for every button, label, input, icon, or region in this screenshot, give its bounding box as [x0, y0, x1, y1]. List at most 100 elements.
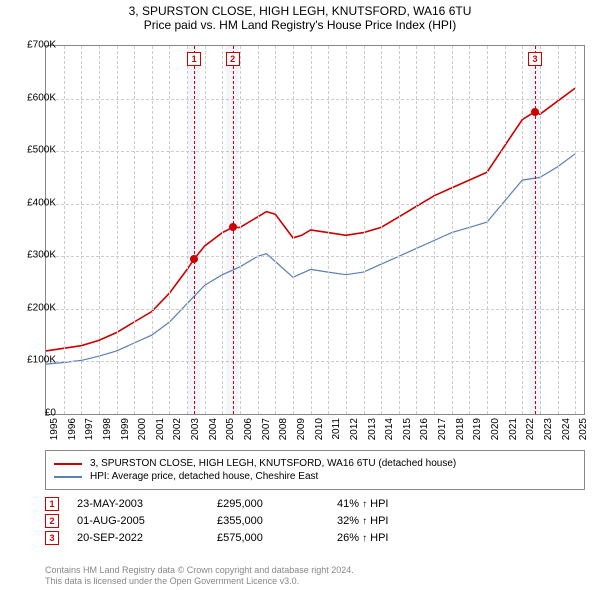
gridline-vertical [399, 46, 400, 414]
x-axis-tick-label: 2013 [367, 418, 378, 440]
y-axis-tick-label: £200K [27, 302, 56, 313]
gridline-vertical [134, 46, 135, 414]
legend-label-hpi: HPI: Average price, detached house, Ches… [90, 471, 318, 482]
y-axis-tick-label: £0 [45, 408, 56, 419]
legend-swatch-hpi [54, 476, 82, 478]
x-axis-tick-label: 2007 [261, 418, 272, 440]
gridline-vertical [346, 46, 347, 414]
x-axis-tick-label: 2022 [525, 418, 536, 440]
y-axis-tick-label: £700K [27, 40, 56, 51]
sales-table: 123-MAY-2003£295,00041% ↑ HPI201-AUG-200… [45, 494, 585, 548]
x-axis-tick-label: 1995 [49, 418, 60, 440]
chart-plot-area: 1 2 3 [45, 45, 585, 415]
legend-label-property: 3, SPURSTON CLOSE, HIGH LEGH, KNUTSFORD,… [90, 458, 456, 469]
gridline-vertical [575, 46, 576, 414]
x-axis-tick-label: 2018 [455, 418, 466, 440]
gridline-vertical [169, 46, 170, 414]
y-axis-tick-label: £400K [27, 197, 56, 208]
sale-row-marker: 3 [45, 531, 59, 545]
x-axis-tick-label: 2014 [384, 418, 395, 440]
sale-point [531, 108, 539, 116]
legend-swatch-property [54, 463, 82, 465]
footer-line-2: This data is licensed under the Open Gov… [45, 576, 354, 587]
y-axis-tick-label: £300K [27, 250, 56, 261]
highlight-line [194, 46, 195, 414]
gridline-horizontal [46, 309, 584, 310]
footer-line-1: Contains HM Land Registry data © Crown c… [45, 565, 354, 576]
gridline-vertical [311, 46, 312, 414]
legend-row-hpi: HPI: Average price, detached house, Ches… [54, 471, 576, 482]
sale-price: £295,000 [217, 498, 337, 510]
y-axis-tick-label: £600K [27, 92, 56, 103]
sale-row: 3 20-SEP-2022£575,00026% ↑ HPI [45, 531, 585, 545]
legend-row-property: 3, SPURSTON CLOSE, HIGH LEGH, KNUTSFORD,… [54, 458, 576, 469]
x-axis-tick-label: 2012 [349, 418, 360, 440]
sale-marker-3: 3 [528, 52, 542, 66]
x-axis-tick-label: 2016 [419, 418, 430, 440]
x-axis-tick-label: 2005 [225, 418, 236, 440]
x-axis-tick-label: 2010 [314, 418, 325, 440]
x-axis-tick-label: 2011 [331, 418, 342, 440]
x-axis-tick-label: 1999 [120, 418, 131, 440]
gridline-vertical [152, 46, 153, 414]
highlight-line [535, 46, 536, 414]
x-axis-tick-label: 2008 [278, 418, 289, 440]
gridline-vertical [381, 46, 382, 414]
gridline-vertical [416, 46, 417, 414]
gridline-vertical [469, 46, 470, 414]
sale-marker-1: 1 [187, 52, 201, 66]
sale-point [190, 255, 198, 263]
gridline-vertical [522, 46, 523, 414]
gridline-horizontal [46, 99, 584, 100]
gridline-vertical [222, 46, 223, 414]
x-axis-tick-label: 2000 [137, 418, 148, 440]
x-axis-tick-label: 1996 [67, 418, 78, 440]
footer-text: Contains HM Land Registry data © Crown c… [45, 565, 354, 588]
x-axis-tick-label: 2020 [490, 418, 501, 440]
gridline-vertical [240, 46, 241, 414]
gridline-vertical [505, 46, 506, 414]
sale-row-marker: 2 [45, 514, 59, 528]
x-axis-tick-label: 2019 [472, 418, 483, 440]
gridline-vertical [117, 46, 118, 414]
x-axis-tick-label: 1998 [102, 418, 113, 440]
gridline-vertical [81, 46, 82, 414]
x-axis-tick-label: 2003 [190, 418, 201, 440]
gridline-horizontal [46, 151, 584, 152]
y-axis-tick-label: £100K [27, 355, 56, 366]
x-axis-tick-label: 2004 [208, 418, 219, 440]
chart-title: 3, SPURSTON CLOSE, HIGH LEGH, KNUTSFORD,… [0, 4, 600, 18]
x-axis-tick-label: 1997 [84, 418, 95, 440]
sale-date: 20-SEP-2022 [77, 532, 217, 544]
gridline-vertical [205, 46, 206, 414]
gridline-horizontal [46, 361, 584, 362]
sale-price: £575,000 [217, 532, 337, 544]
x-axis-tick-label: 2021 [508, 418, 519, 440]
sale-price: £355,000 [217, 515, 337, 527]
x-axis-tick-label: 2009 [296, 418, 307, 440]
chart-subtitle: Price paid vs. HM Land Registry's House … [0, 18, 600, 32]
gridline-vertical [328, 46, 329, 414]
gridline-vertical [558, 46, 559, 414]
gridline-horizontal [46, 256, 584, 257]
gridline-vertical [64, 46, 65, 414]
gridline-vertical [364, 46, 365, 414]
x-axis-tick-label: 2002 [172, 418, 183, 440]
sale-marker-2: 2 [226, 52, 240, 66]
x-axis-tick-label: 2023 [543, 418, 554, 440]
sale-point [229, 223, 237, 231]
x-axis-tick-label: 2024 [561, 418, 572, 440]
gridline-horizontal [46, 204, 584, 205]
sale-pct: 41% ↑ HPI [337, 498, 417, 510]
chart-series-svg [46, 46, 584, 414]
sale-pct: 32% ↑ HPI [337, 515, 417, 527]
gridline-vertical [99, 46, 100, 414]
x-axis-tick-label: 2017 [437, 418, 448, 440]
sale-pct: 26% ↑ HPI [337, 532, 417, 544]
x-axis-tick-label: 2006 [243, 418, 254, 440]
gridline-vertical [487, 46, 488, 414]
y-axis-tick-label: £500K [27, 145, 56, 156]
chart-legend: 3, SPURSTON CLOSE, HIGH LEGH, KNUTSFORD,… [45, 450, 585, 490]
gridline-vertical [275, 46, 276, 414]
gridline-vertical [293, 46, 294, 414]
